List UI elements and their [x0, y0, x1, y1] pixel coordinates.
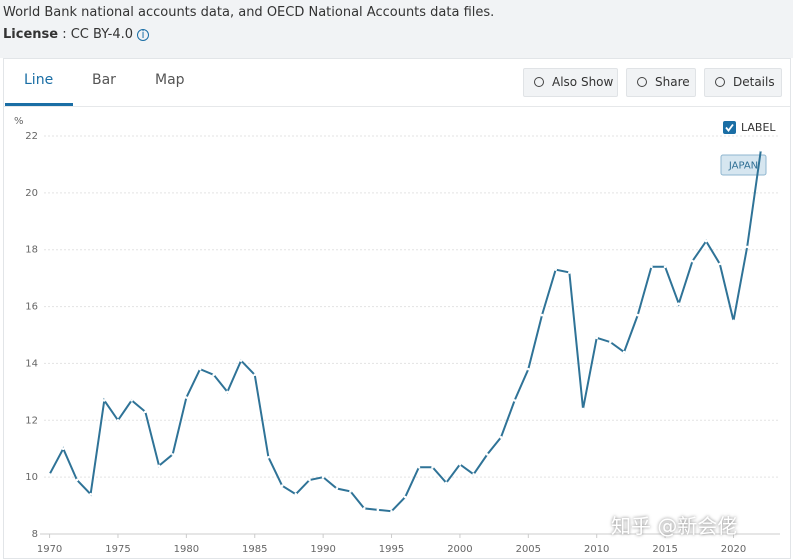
point [280, 484, 284, 487]
point [75, 478, 79, 482]
x-tick-label: 1970 [37, 544, 62, 555]
chart-card: Line Bar Map Also Show Share Details [3, 58, 791, 559]
point [362, 507, 366, 510]
x-tick-label: 2020 [721, 544, 746, 555]
point [226, 390, 229, 394]
button[interactable]: Also Show [523, 68, 618, 97]
point [61, 447, 65, 451]
point [513, 399, 516, 402]
y-unit: % [14, 116, 24, 127]
point [595, 336, 599, 340]
point [745, 245, 749, 249]
y-tick-label: 16 [25, 302, 38, 313]
point [212, 373, 216, 377]
point [581, 407, 585, 411]
x-tick-label: 2010 [584, 544, 609, 555]
point [431, 465, 434, 469]
point [48, 473, 51, 476]
point [89, 492, 92, 496]
tab[interactable]: Line [24, 72, 54, 88]
y-tick-label: 18 [25, 245, 38, 256]
point [444, 481, 448, 485]
point [198, 367, 202, 371]
series-label-box [720, 154, 767, 176]
point [677, 302, 681, 306]
x-tick-label: 2000 [447, 544, 472, 555]
header: World Bank national accounts data, and O… [0, 0, 793, 58]
point [732, 319, 735, 323]
point [157, 464, 161, 468]
y-tick-label: 20 [25, 188, 38, 199]
series-label: JAPAN [728, 161, 758, 172]
button[interactable]: Details [704, 68, 782, 97]
point [171, 453, 174, 456]
point [527, 367, 530, 371]
point [718, 262, 722, 266]
point [691, 259, 694, 263]
point [294, 492, 298, 496]
x-tick-label: 1975 [105, 544, 130, 555]
point [540, 313, 544, 317]
check [725, 123, 734, 132]
license: License : CC BY-4.0 i [3, 27, 149, 42]
point [308, 478, 311, 482]
y-tick-label: 10 [25, 472, 38, 483]
info-icon[interactable]: i [137, 29, 149, 41]
x-tick-label: 1980 [174, 544, 199, 555]
legend-toggle[interactable]: LABEL [741, 121, 776, 134]
x-tick-label: 1990 [310, 544, 335, 555]
point [116, 418, 120, 422]
x-tick-label: 2005 [516, 544, 541, 555]
point [376, 508, 380, 512]
line [48, 150, 762, 513]
point [759, 148, 763, 152]
tab[interactable]: Bar [92, 72, 116, 88]
point [650, 265, 653, 269]
watermark: 知乎 @新会佬 [611, 514, 738, 538]
point [267, 455, 270, 459]
point [130, 399, 133, 402]
point [417, 465, 421, 469]
x-tick-label: 1985 [242, 544, 267, 555]
point [144, 410, 147, 414]
point [349, 490, 352, 493]
point [609, 340, 612, 344]
x-tick-label: 2015 [652, 544, 677, 555]
point [499, 436, 503, 439]
point [102, 399, 106, 402]
point [485, 453, 489, 456]
point [704, 239, 708, 243]
checkbox[interactable] [723, 121, 736, 134]
point [554, 268, 557, 271]
button[interactable]: Share [626, 68, 696, 97]
point [239, 359, 243, 362]
point [390, 509, 393, 513]
point [663, 265, 667, 269]
x-tick-label: 1995 [379, 544, 404, 555]
point [472, 473, 475, 476]
point [622, 350, 626, 354]
source-text: World Bank national accounts data, and O… [3, 5, 495, 20]
y-tick-label: 22 [25, 131, 38, 142]
point [568, 271, 571, 274]
point [403, 495, 407, 499]
tab-underline [5, 103, 73, 106]
point [321, 475, 325, 479]
y-tick-label: 8 [32, 529, 38, 540]
point [335, 487, 339, 490]
license-label: License [3, 27, 59, 42]
point [636, 313, 640, 317]
license-value: : CC BY-4.0 [62, 27, 133, 42]
tab[interactable]: Map [155, 72, 185, 88]
y-tick-label: 12 [25, 415, 38, 426]
point [253, 373, 257, 377]
point [185, 396, 188, 399]
point [458, 463, 462, 466]
tab-divider [4, 106, 790, 107]
y-tick-label: 14 [25, 358, 38, 369]
